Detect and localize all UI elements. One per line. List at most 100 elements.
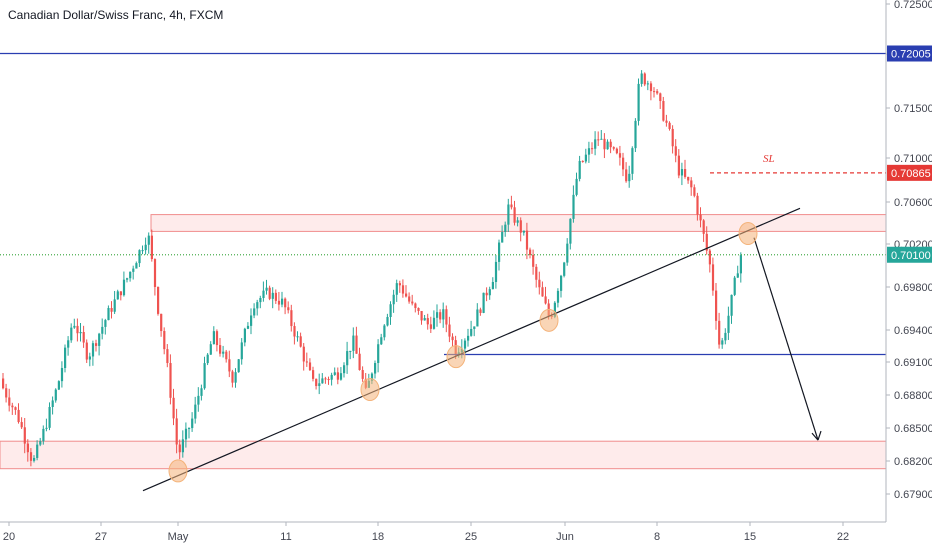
candle-body — [88, 356, 91, 360]
candle-body — [448, 324, 451, 337]
touch-point-marker — [738, 222, 758, 245]
candle-body — [606, 141, 609, 150]
candle-body — [556, 290, 560, 303]
candle-body — [594, 139, 597, 149]
candle-body — [274, 292, 277, 301]
candle-body — [48, 406, 51, 428]
candle-body — [54, 389, 57, 401]
candle-body — [597, 139, 600, 141]
candle-body — [721, 340, 724, 345]
candle-body — [727, 315, 730, 333]
candle-body — [188, 428, 191, 430]
stop-loss-tag-label: 0.70865 — [891, 168, 931, 180]
candle-body — [501, 232, 504, 243]
price-tick-label: 0.68800 — [894, 390, 932, 402]
candle-body — [702, 220, 705, 234]
candle-body — [445, 309, 448, 325]
candle-body — [60, 367, 64, 382]
candle-body — [17, 409, 20, 423]
candle-body — [33, 457, 36, 461]
candle-body — [395, 283, 398, 295]
candle-body — [618, 153, 622, 158]
candle-body — [687, 176, 690, 181]
candle-body — [488, 289, 491, 296]
candle-body — [262, 290, 265, 298]
candle-body — [591, 148, 594, 150]
candle-body — [271, 292, 274, 299]
candle-body — [29, 452, 33, 461]
ascending-trendline[interactable] — [142, 207, 801, 492]
candle-body — [169, 363, 172, 398]
price-tick-label: 0.68500 — [894, 423, 932, 435]
time-tick-label: 22 — [837, 531, 849, 543]
candle-body — [172, 397, 175, 419]
candle-body — [36, 444, 39, 458]
candle-body — [653, 91, 656, 93]
candle-body — [42, 428, 45, 442]
candle-body — [132, 268, 135, 272]
candle-body — [327, 379, 330, 381]
candle-body — [507, 204, 510, 225]
candle-body — [386, 317, 389, 326]
candle-body — [572, 194, 575, 219]
candle-body — [268, 287, 271, 299]
candle-body — [739, 255, 742, 274]
time-tick-label: 20 — [3, 531, 15, 543]
candle-body — [600, 138, 603, 140]
candle-body — [135, 263, 138, 269]
candle-body — [603, 138, 606, 150]
candle-body — [343, 365, 346, 374]
candle-body — [237, 359, 240, 373]
current-price-tag-label: 0.70100 — [891, 250, 931, 262]
candle-body — [57, 381, 60, 390]
candle-body — [420, 310, 423, 321]
time-tick-label: 27 — [95, 531, 107, 543]
candle-body — [411, 301, 414, 304]
candle-body — [637, 83, 640, 121]
candle-body — [166, 349, 169, 364]
candle-body — [541, 287, 544, 297]
candle-body — [560, 275, 563, 291]
candle-body — [684, 169, 687, 177]
candle-body — [377, 344, 380, 363]
candle-body — [401, 285, 405, 294]
price-tick-label: 0.69800 — [894, 282, 932, 294]
candle-body — [73, 325, 76, 328]
time-tick-label: 18 — [372, 531, 384, 543]
markers-layer — [168, 222, 758, 483]
candle-body — [575, 178, 578, 195]
price-tick-label: 0.69400 — [894, 325, 932, 337]
candle-body — [563, 262, 566, 276]
candle-body — [634, 120, 637, 149]
candle-body — [470, 328, 473, 336]
candle-body — [578, 160, 581, 179]
candle-body — [212, 331, 215, 345]
candle-body — [693, 187, 696, 196]
candle-body — [91, 343, 95, 357]
candle-body — [339, 373, 343, 380]
projection-arrow — [753, 237, 819, 441]
touch-point-marker — [360, 378, 380, 401]
upper-resistance-zone — [150, 214, 887, 232]
candle-body — [246, 325, 250, 329]
stop-loss-tag — [887, 164, 932, 181]
candle-body — [662, 101, 665, 121]
price-tick-label: 0.69100 — [894, 357, 932, 369]
candle-body — [374, 362, 377, 374]
candle-body — [631, 148, 634, 174]
candle-body — [408, 296, 411, 302]
candle-body — [200, 388, 203, 396]
candle-body — [513, 207, 516, 223]
candle-body — [82, 332, 85, 343]
candle-body — [299, 336, 302, 347]
candle-body — [321, 378, 324, 384]
candle-body — [646, 83, 649, 85]
candle-body — [203, 363, 206, 389]
candle-body — [553, 302, 556, 317]
candle-body — [39, 441, 42, 445]
candle-body — [20, 422, 23, 428]
price-tags: 0.72005 0.70865 0.70100 — [887, 45, 932, 263]
candle-body — [349, 350, 352, 352]
candle-body — [318, 383, 321, 387]
